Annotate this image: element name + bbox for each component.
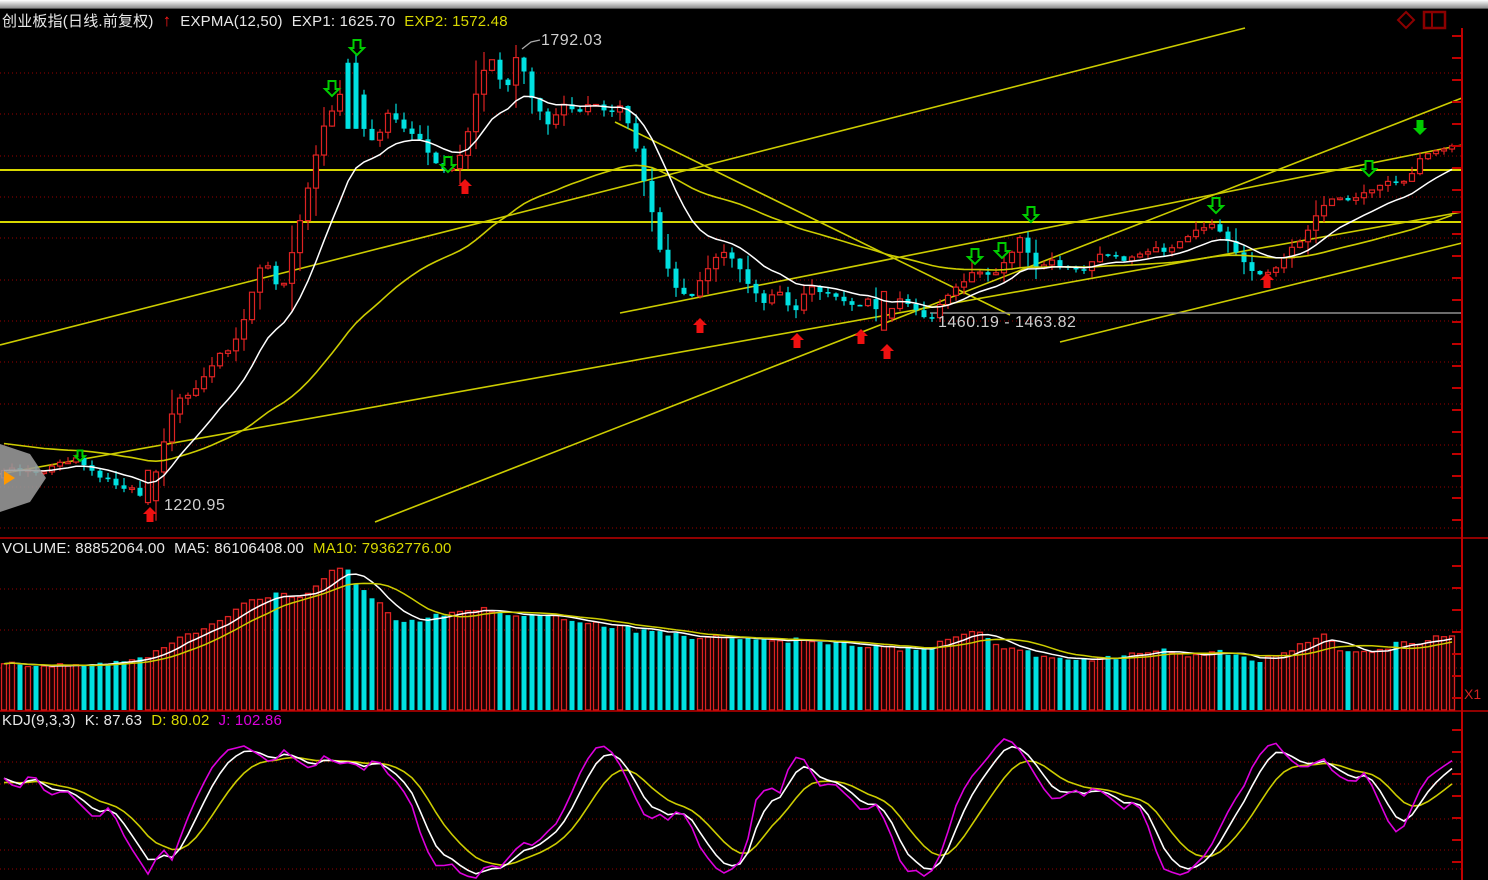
kdj-k-line bbox=[3, 745, 1453, 875]
volume-bars-layer bbox=[0, 567, 1456, 711]
kdj-d-line bbox=[3, 756, 1453, 866]
gap-zone-annotation: 1460.19 - 1463.82 bbox=[938, 314, 1077, 331]
kdj-panel-header: KDJ(9,3,3) K: 87.63 D: 80.02 J: 102.86 bbox=[2, 712, 282, 729]
symbol-title: 创业板指(日线.前复权) bbox=[2, 13, 154, 30]
expma-fast-line bbox=[3, 95, 1453, 484]
kdj-j-line bbox=[3, 738, 1453, 879]
gridlines-layer bbox=[0, 72, 1462, 870]
scroll-left-overlay[interactable] bbox=[0, 444, 46, 512]
kdj-j-value: J: 102.86 bbox=[218, 712, 283, 729]
low-price-annotation: 1220.95 bbox=[164, 497, 226, 514]
volume-value[interactable]: VOLUME: 88852064.00 bbox=[2, 540, 166, 557]
candles-layer bbox=[0, 45, 1456, 521]
kdj-k-value: K: 87.63 bbox=[84, 712, 143, 729]
high-price-annotation: 1792.03 bbox=[541, 32, 603, 49]
window-top-strip bbox=[0, 0, 1488, 9]
high-annotation-connector bbox=[521, 39, 541, 50]
diamond-icon[interactable] bbox=[1396, 10, 1416, 35]
kdj-name[interactable]: KDJ(9,3,3) bbox=[2, 712, 76, 729]
exp2-value: EXP2: 1572.48 bbox=[404, 13, 508, 30]
volume-ma10-value: MA10: 79362776.00 bbox=[313, 540, 452, 557]
volume-ma10-line bbox=[3, 582, 1453, 667]
volume-ma5-value: MA5: 86106408.00 bbox=[174, 540, 305, 557]
indicator-name[interactable]: EXPMA(12,50) bbox=[180, 13, 283, 30]
markers-layer bbox=[72, 39, 1427, 522]
main-panel-header: 创业板指(日线.前复权) ↑ EXPMA(12,50) EXP1: 1625.7… bbox=[2, 10, 508, 31]
volume-panel-header: VOLUME: 88852064.00 MA5: 86106408.00 MA1… bbox=[2, 540, 452, 557]
expma-slow-line bbox=[3, 164, 1453, 463]
window-restore-icon[interactable] bbox=[1422, 10, 1448, 35]
up-arrow-icon: ↑ bbox=[162, 11, 172, 30]
exp1-value: EXP1: 1625.70 bbox=[291, 13, 396, 30]
volume-ma5-line bbox=[3, 573, 1453, 667]
kdj-d-value: D: 80.02 bbox=[151, 712, 210, 729]
trendlines-layer bbox=[0, 27, 1463, 523]
axis-corner-label: X1 bbox=[1464, 686, 1482, 702]
axis-layer bbox=[0, 28, 1488, 880]
